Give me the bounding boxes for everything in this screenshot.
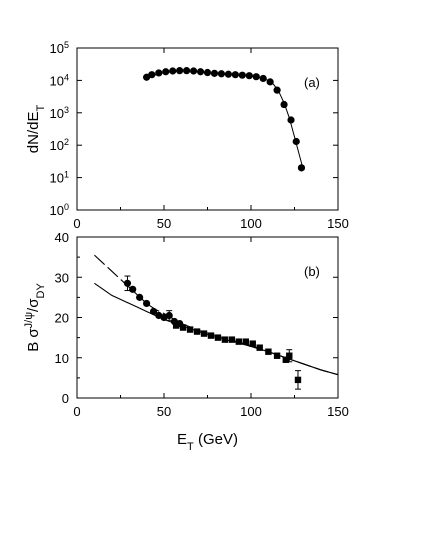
y-tick-label: 101 [50, 170, 69, 186]
data-point [245, 72, 253, 80]
data-point [297, 164, 306, 172]
data-point-square [207, 332, 215, 339]
data-point [210, 69, 219, 77]
y-axis-label-a-sub: T [35, 105, 47, 112]
data-point [224, 70, 232, 78]
x-tick-label: 150 [327, 216, 349, 231]
data-point-square [265, 348, 272, 355]
data-point [231, 71, 239, 79]
y-axis-label-b-main: B σ [25, 328, 42, 352]
data-point [280, 100, 288, 109]
data-point [148, 71, 156, 79]
data-point-square [294, 376, 302, 384]
data-point [287, 116, 295, 124]
data-point [266, 78, 274, 86]
x-tick-label: 100 [240, 216, 262, 231]
data-point-square [242, 338, 249, 345]
data-point-square [214, 334, 222, 341]
model-curves-b [94, 254, 339, 376]
data-point-square [172, 322, 180, 329]
data-point-square [235, 338, 243, 345]
panel-b: 0 50 100 150 0 10 20 30 40 (b) B σJ/ψ/σDY ET (G… [23, 230, 349, 453]
y-tick-label: 40 [55, 230, 69, 245]
x-tick-label: 100 [240, 404, 262, 419]
data-point-circle [129, 285, 137, 293]
dashed-model-curve [94, 254, 339, 376]
data-point [217, 70, 226, 78]
data-point [292, 137, 300, 146]
data-point [183, 67, 191, 75]
y-axis-label-b-slash: /σ [25, 298, 42, 312]
data-point [189, 67, 198, 75]
data-point [155, 69, 163, 77]
y-tick-label: 105 [50, 40, 69, 56]
data-point [162, 68, 170, 76]
data-point-square [282, 356, 289, 363]
fit-curve-a [146, 70, 304, 170]
data-point [273, 86, 281, 94]
data-point-square [193, 328, 201, 335]
data-point-square [286, 352, 293, 359]
data-point [176, 67, 184, 75]
data-point [238, 71, 246, 79]
data-point-square [186, 326, 194, 333]
data-point-circle [165, 311, 173, 320]
y-tick-label: 100 [50, 202, 69, 218]
y-axis-label-a-main: dN/dE [25, 112, 42, 154]
plot-frame-b [76, 236, 339, 399]
x-tick-label: 0 [73, 404, 80, 419]
x-axis-label-b-main: E [177, 431, 187, 448]
y-axis-label-a: dN/dET [25, 105, 47, 154]
data-points-b [123, 275, 302, 390]
x-tick-label: 50 [157, 216, 171, 231]
data-point-square [228, 336, 236, 343]
data-point-square [179, 324, 187, 331]
panel-label-a: (a) [304, 75, 320, 90]
data-point-square [221, 336, 229, 343]
data-point-circle [143, 299, 151, 308]
y-axis-label-b: B σJ/ψ/σDY [23, 283, 47, 352]
data-point-square [249, 340, 256, 347]
y-axis-ticks-a: 100 101 102 103 104 105 [50, 40, 338, 218]
x-tick-label: 0 [73, 216, 80, 231]
data-point [203, 68, 212, 77]
y-tick-label: 10 [55, 351, 69, 366]
y-axis-ticks-b: 0 10 20 30 40 [55, 230, 338, 406]
y-axis-label-b-sub: DY [35, 283, 47, 299]
x-axis-ticks-a: 0 50 100 150 [73, 48, 349, 231]
data-points-a [143, 67, 306, 172]
y-tick-label: 103 [50, 105, 69, 121]
y-axis-label-b-super: J/ψ [23, 312, 35, 329]
y-tick-label: 20 [55, 311, 69, 326]
data-point-circle [123, 279, 132, 287]
x-axis-label-b: ET (GeV) [177, 431, 238, 453]
y-tick-label: 0 [62, 391, 69, 406]
data-point [196, 68, 205, 76]
data-point-square [200, 330, 208, 337]
data-point [252, 73, 260, 81]
x-axis-label-b-sub: T [187, 441, 194, 453]
x-tick-label: 150 [327, 404, 349, 419]
data-point-square [273, 352, 281, 359]
x-axis-label-b-unit: (GeV) [194, 431, 238, 448]
x-tick-label: 50 [157, 404, 171, 419]
data-point-circle [136, 293, 144, 301]
y-tick-label: 30 [55, 270, 69, 285]
y-tick-label: 102 [50, 137, 69, 153]
panel-label-b: (b) [304, 264, 320, 279]
solid-model-curve [94, 282, 339, 376]
fit-curve [146, 70, 304, 170]
data-point-circle [149, 307, 158, 316]
data-point [259, 74, 267, 83]
panel-a: 0 50 100 150 100 101 102 103 104 105 (a) dN/dET [25, 40, 349, 231]
data-point-square [256, 344, 263, 351]
y-tick-label: 104 [50, 72, 69, 88]
x-axis-ticks-b: 0 50 100 150 [73, 237, 349, 419]
data-point [169, 67, 177, 75]
